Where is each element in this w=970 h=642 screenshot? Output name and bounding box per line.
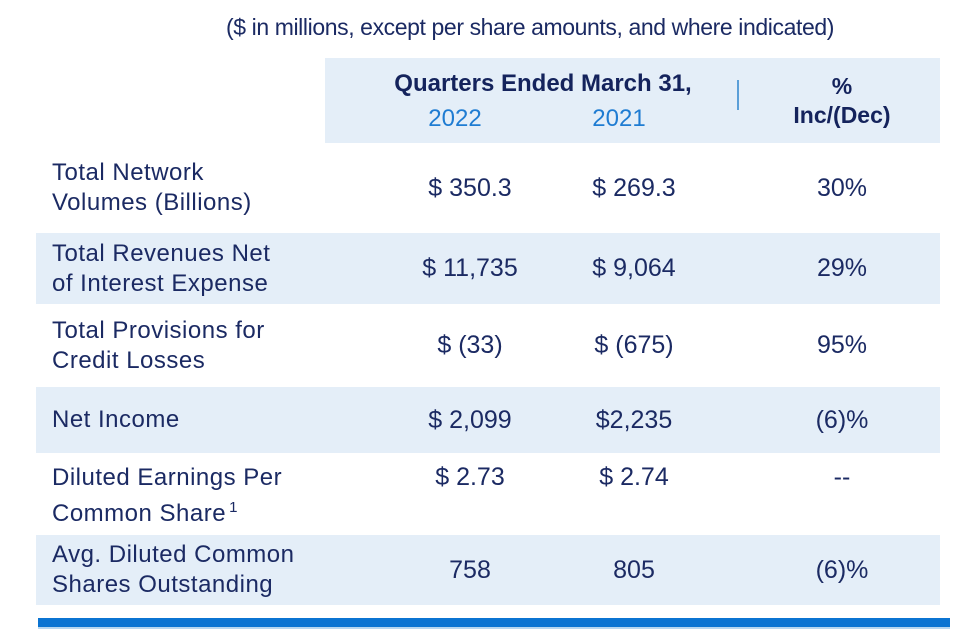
value-2021: $ 2.74: [599, 463, 669, 491]
quarters-ended-header: Quarters Ended March 31,: [394, 70, 692, 97]
row-label-line1: Avg. Diluted Common: [52, 541, 295, 568]
value-2022: $ 2.73: [435, 463, 505, 491]
row-label-line2: of Interest Expense: [52, 269, 269, 297]
row-label-line2-text: Common Share: [52, 500, 227, 527]
value-2021: $ 269.3: [592, 173, 676, 202]
value-pct-change: 95%: [816, 331, 868, 359]
row-label-line2: Common Share 1: [52, 493, 388, 529]
row-label-line2: Volumes (Billions): [52, 189, 252, 216]
table-row-avg-diluted-shares: Avg. Diluted Common Shares Outstanding 7…: [36, 535, 940, 605]
row-label: Total Provisions for Credit Losses: [36, 316, 388, 376]
row-label-line2: Credit Losses: [52, 346, 206, 374]
bottom-rule: [38, 618, 950, 629]
year-2021-header: 2021: [592, 105, 646, 132]
table-row-net-income: Net Income $ 2,099 $2,235 (6)%: [36, 387, 940, 453]
row-label: Diluted Earnings Per Common Share 1: [36, 463, 388, 529]
year-2022-header: 2022: [428, 105, 482, 132]
row-label: Avg. Diluted Common Shares Outstanding: [36, 540, 388, 600]
footnote-marker: 1: [229, 499, 238, 516]
pct-inc-dec-header: % Inc/(Dec): [744, 72, 940, 130]
units-subtitle: ($ in millions, except per share amounts…: [225, 14, 835, 40]
table-body: Total Network Volumes (Billions) $ 350.3…: [36, 143, 940, 605]
value-2022: $ 11,735: [422, 254, 518, 282]
row-label: Total Network Volumes (Billions): [36, 158, 388, 218]
table-row-total-provisions: Total Provisions for Credit Losses $ (33…: [36, 304, 940, 387]
value-pct-change: (6)%: [815, 555, 869, 584]
table-row-diluted-eps: Diluted Earnings Per Common Share 1 $ 2.7…: [36, 453, 940, 535]
value-2021: $2,235: [595, 405, 673, 434]
row-label: Total Revenues Net of Interest Expense: [36, 239, 388, 299]
value-2021: 805: [613, 555, 655, 584]
value-2021: $ (675): [594, 331, 674, 359]
value-2021: $ 9,064: [592, 254, 676, 282]
header-divider-line: [737, 80, 739, 110]
row-label-line1: Total Provisions for: [52, 316, 265, 344]
value-2022: 758: [449, 555, 491, 584]
row-label-line1: Diluted Earnings Per: [52, 464, 283, 491]
row-label-line2: Shares Outstanding: [52, 571, 274, 598]
value-pct-change: 29%: [816, 254, 868, 282]
value-2022: $ 350.3: [428, 173, 512, 202]
pct-inc-dec-label: Inc/(Dec): [793, 102, 891, 128]
row-label-line1: Total Revenues Net: [52, 239, 271, 267]
row-label: Net Income: [36, 405, 388, 435]
value-2022: $ 2,099: [428, 405, 512, 434]
table-row-total-network-volumes: Total Network Volumes (Billions) $ 350.3…: [36, 143, 940, 233]
value-2022: $ (33): [437, 331, 503, 359]
value-pct-change: --: [833, 463, 851, 491]
value-pct-change: 30%: [816, 173, 868, 202]
pct-symbol: %: [831, 73, 853, 99]
value-pct-change: (6)%: [815, 405, 869, 434]
row-label-line1: Total Network: [52, 159, 204, 186]
table-row-total-revenues: Total Revenues Net of Interest Expense $…: [36, 233, 940, 304]
table-header-band: Quarters Ended March 31, 2022 2021 % Inc…: [325, 58, 940, 143]
row-label-line1: Net Income: [52, 406, 180, 433]
